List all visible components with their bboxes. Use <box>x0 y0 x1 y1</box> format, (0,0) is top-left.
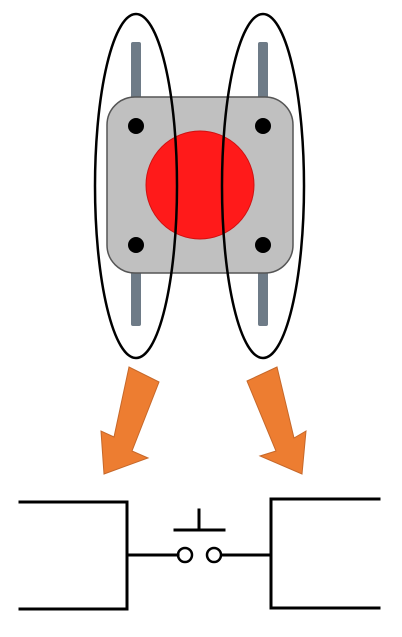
left-pin-pair-ellipse <box>93 12 179 360</box>
mount-hole-top-right <box>255 118 271 134</box>
switch-symbol <box>18 497 381 611</box>
pin-bottom-right <box>258 266 268 326</box>
right-contact <box>205 546 223 564</box>
right-arrow <box>246 366 307 475</box>
mount-hole-top-left <box>128 118 144 134</box>
left-arrow <box>100 366 160 475</box>
mount-hole-bottom-left <box>128 237 144 253</box>
mount-hole-bottom-right <box>255 237 271 253</box>
pin-top-right <box>258 42 268 102</box>
left-terminal-bracket <box>18 500 129 611</box>
pin-bottom-left <box>131 266 141 326</box>
right-pin-pair-ellipse <box>220 12 306 360</box>
right-terminal-bracket <box>269 497 381 610</box>
button-actuator <box>145 130 255 240</box>
left-contact <box>176 546 194 564</box>
pin-top-left <box>131 42 141 102</box>
